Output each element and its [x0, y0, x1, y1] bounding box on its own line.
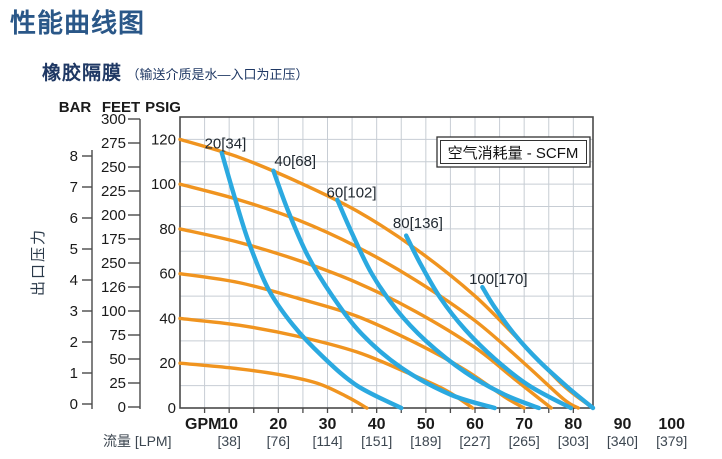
gpm-tick-label: 10	[220, 416, 238, 433]
psig-tick-label: 80	[159, 221, 176, 238]
psig-tick-label: 40	[159, 310, 176, 327]
gpm-tick-label: 80	[564, 416, 582, 433]
curve-label-scfm: 20[34]	[205, 135, 247, 152]
bar-tick-label: 1	[70, 365, 78, 382]
curve-flow-pressure-20psig	[178, 361, 369, 410]
feet-tick-label: 0	[118, 399, 126, 416]
diaphragm-type-label: 橡胶隔膜	[42, 63, 123, 84]
bar-tick-label: 6	[70, 210, 78, 227]
curve-scfm-40[68]	[271, 168, 497, 411]
feet-tick-label: 250	[101, 159, 126, 176]
bar-tick-label: 4	[70, 272, 78, 289]
x-axis-unit-gpm: GPM	[185, 416, 221, 433]
lpm-tick-label: [114]	[312, 433, 342, 449]
feet-tick-label: 25	[109, 375, 126, 392]
chart-subtitle: 橡胶隔膜 （输送介质是水—入口为正压）	[42, 58, 308, 85]
feet-tick-label: 75	[109, 327, 126, 344]
lpm-tick-label: [189]	[410, 433, 441, 449]
legend-box-outer	[436, 136, 591, 168]
gpm-tick-label: 20	[269, 416, 287, 433]
gpm-tick-label: 30	[319, 416, 337, 433]
curve-label-scfm: 100[170]	[469, 271, 527, 288]
scale-header-bar: BAR	[59, 99, 92, 116]
medium-note: （输送介质是水—入口为正压）	[126, 67, 309, 82]
bar-tick-label: 7	[70, 179, 78, 196]
bar-tick-label: 2	[70, 334, 78, 351]
bar-tick-label: 5	[70, 241, 78, 258]
curve-scfm-100[170]	[480, 284, 596, 411]
lpm-tick-label: [227]	[459, 433, 490, 449]
psig-tick-label: 20	[159, 355, 176, 372]
gpm-tick-label: 70	[515, 416, 533, 433]
legend-box-inner	[440, 140, 587, 164]
curve-label-scfm: 40[68]	[274, 153, 316, 170]
x-axis-unit-lpm: 流量 [LPM]	[103, 433, 171, 449]
gpm-tick-label: 40	[368, 416, 386, 433]
lpm-tick-label: [151]	[361, 433, 392, 449]
x-axis-ticks	[203, 408, 574, 413]
psig-tick-label: 0	[168, 400, 176, 417]
curve-label-scfm: 80[136]	[393, 215, 443, 232]
bar-tick-label: 0	[70, 396, 78, 413]
feet-tick-label: 275	[101, 135, 126, 152]
gpm-tick-label: 60	[466, 416, 484, 433]
lpm-tick-label: [340]	[607, 433, 638, 449]
feet-tick-label: 100	[101, 303, 126, 320]
gpm-tick-label: 50	[417, 416, 435, 433]
feet-tick-label: 126	[101, 279, 126, 296]
curve-flow-pressure-100psig	[178, 182, 580, 410]
feet-tick-label: 300	[101, 111, 126, 128]
feet-tick-label: 250	[101, 255, 126, 272]
scale-header-feet: FEET	[102, 99, 140, 116]
legend-label: 空气消耗量 - SCFM	[448, 145, 579, 162]
scale-header-psig: PSIG	[145, 99, 181, 116]
page-title: 性能曲线图	[10, 8, 146, 38]
plot-border	[179, 116, 594, 409]
gpm-tick-label: 100	[658, 416, 685, 433]
feet-tick-label: 175	[101, 231, 126, 248]
feet-scale-ruler	[128, 118, 141, 409]
psig-tick-label: 120	[151, 131, 176, 148]
bar-tick-label: 8	[70, 148, 78, 165]
bar-tick-label: 3	[70, 303, 78, 320]
lpm-tick-label: [265]	[509, 433, 540, 449]
curve-scfm-80[136]	[403, 233, 574, 411]
lpm-tick-label: [76]	[267, 433, 290, 449]
feet-tick-label: 50	[109, 351, 126, 368]
y-axis-title: 出口压力	[30, 228, 47, 296]
feet-tick-label: 200	[101, 207, 126, 224]
bar-scale-ruler	[82, 150, 93, 409]
psig-tick-label: 100	[151, 176, 176, 193]
curve-scfm-60[102]	[335, 197, 542, 411]
psig-tick-label: 60	[159, 266, 176, 283]
feet-tick-label: 225	[101, 183, 126, 200]
curve-scfm-20[34]	[219, 150, 404, 411]
curve-label-scfm: 60[102]	[327, 185, 377, 202]
lpm-tick-label: [379]	[656, 433, 687, 449]
lpm-tick-label: [303]	[558, 433, 589, 449]
gpm-tick-label: 90	[614, 416, 632, 433]
lpm-tick-label: [38]	[217, 433, 240, 449]
